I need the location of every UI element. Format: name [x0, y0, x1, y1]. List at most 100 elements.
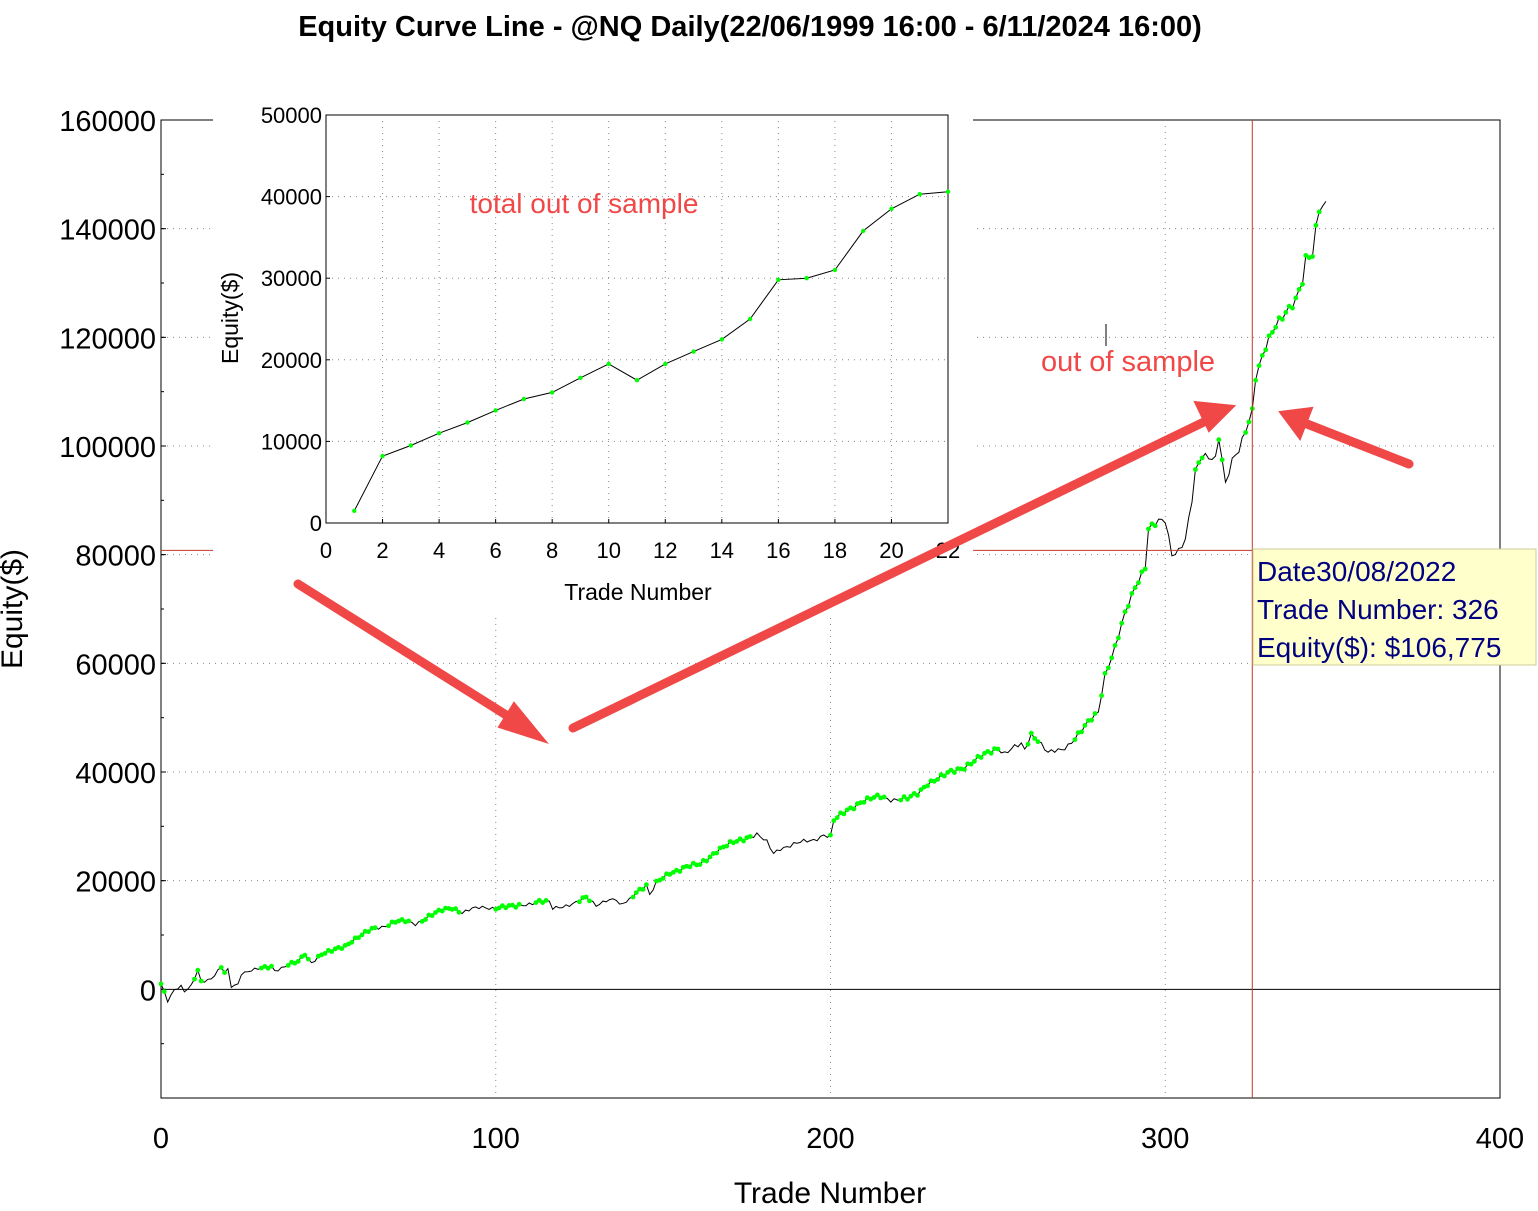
- equity-point: [925, 783, 930, 789]
- equity-point: [871, 795, 877, 800]
- equity-point: [1132, 585, 1138, 591]
- out-of-sample-annotation: out of sample: [1041, 346, 1215, 378]
- equity-point: [158, 981, 164, 987]
- equity-point: [406, 918, 412, 924]
- equity-point: [875, 792, 880, 798]
- equity-point: [881, 794, 887, 800]
- equity-point: [587, 898, 592, 904]
- equity-point: [901, 794, 907, 799]
- equity-point: [372, 925, 378, 931]
- annotation-arrows: [293, 400, 1414, 744]
- equity-point: [1193, 467, 1198, 472]
- equity-point: [1196, 460, 1202, 465]
- equity-point: [583, 894, 589, 900]
- equity-point: [640, 887, 646, 892]
- inset-background: [213, 100, 973, 616]
- equity-point: [1219, 457, 1225, 463]
- equity-point: [1263, 347, 1269, 353]
- arrow-right-shaft: [1297, 417, 1414, 469]
- arrow-left-shaft: [293, 579, 527, 730]
- inset-equity-point: [493, 408, 498, 413]
- inset-x-tick-label: 10: [596, 538, 620, 563]
- equity-point: [841, 811, 847, 817]
- equity-point: [533, 900, 539, 905]
- equity-point: [540, 900, 545, 905]
- main-y-tick-label: 60000: [75, 649, 156, 681]
- equity-point: [1142, 566, 1148, 572]
- equity-point: [359, 932, 365, 938]
- main-y-axis-label: Equity($): [0, 549, 29, 669]
- main-x-tick-label: 200: [806, 1123, 854, 1155]
- equity-point: [1199, 455, 1205, 461]
- equity-point: [697, 862, 703, 867]
- inset-equity-point: [889, 206, 894, 211]
- inset-equity-point: [380, 453, 385, 459]
- inset-equity-line: [353, 191, 949, 512]
- inset-equity-point: [352, 508, 357, 513]
- equity-point: [737, 836, 743, 842]
- equity-point: [366, 929, 371, 935]
- equity-point: [305, 956, 311, 962]
- equity-point: [834, 815, 840, 820]
- equity-point: [988, 750, 994, 756]
- equity-point: [453, 906, 458, 912]
- equity-point: [543, 898, 549, 903]
- equity-point: [1296, 287, 1302, 292]
- main-x-tick-label: 100: [472, 1123, 520, 1155]
- equity-point: [195, 967, 201, 973]
- equity-point: [851, 806, 857, 812]
- inset-x-tick-label: 0: [320, 538, 332, 563]
- main-y-tick-label: 80000: [75, 541, 156, 573]
- inset-x-tick-label: 14: [710, 538, 734, 563]
- equity-point: [1293, 295, 1299, 301]
- inset-y-tick-label: 20000: [261, 348, 322, 373]
- inset-y-tick-label: 40000: [261, 185, 322, 210]
- equity-point: [1290, 305, 1295, 311]
- equity-point: [1216, 437, 1222, 443]
- equity-point: [322, 951, 328, 956]
- tooltip-date: Date30/08/2022: [1257, 556, 1456, 587]
- inset-x-tick-label: 4: [433, 538, 445, 563]
- equity-point: [429, 913, 435, 919]
- inset-x-tick-label: 20: [879, 538, 903, 563]
- equity-point: [1119, 620, 1125, 626]
- main-axis: 0 100 200 300 400020000400006000080000100000…: [59, 106, 1524, 1155]
- equity-point: [633, 890, 639, 895]
- equity-point: [1099, 693, 1104, 698]
- main-y-tick-label: 20000: [75, 867, 156, 899]
- equity-point: [905, 796, 910, 802]
- equity-point: [1253, 377, 1258, 383]
- inset-equity-point: [634, 378, 640, 383]
- equity-point: [1032, 736, 1038, 741]
- equity-point: [513, 904, 519, 910]
- main-x-tick-label: 300: [1141, 1123, 1189, 1155]
- inset-equity-point: [408, 443, 413, 448]
- equity-point: [1300, 281, 1305, 287]
- equity-point: [714, 850, 720, 856]
- equity-point: [915, 793, 920, 798]
- inset-equity-point: [606, 361, 611, 367]
- equity-point: [1082, 723, 1088, 728]
- equity-point: [161, 989, 167, 994]
- equity-point: [1266, 333, 1272, 339]
- equity-point: [898, 797, 904, 803]
- equity-point: [1313, 222, 1319, 228]
- inset-grid: [326, 115, 948, 523]
- main-y-tick-label: 0: [140, 975, 156, 1007]
- equity-point: [218, 965, 224, 970]
- arrow-middle-head: [1193, 400, 1237, 433]
- equity-point: [828, 832, 833, 838]
- inset-equity-point: [747, 316, 753, 322]
- equity-point: [941, 773, 947, 779]
- equity-point: [995, 746, 1001, 752]
- equity-point: [302, 952, 308, 958]
- equity-point: [734, 839, 740, 844]
- equity-point: [1303, 253, 1309, 258]
- equity-point: [962, 767, 967, 772]
- inset-x-tick-label: 2: [376, 538, 388, 563]
- equity-point: [456, 909, 462, 915]
- inset-equity-point: [663, 361, 668, 367]
- equity-point: [831, 818, 837, 824]
- equity-point: [747, 834, 753, 839]
